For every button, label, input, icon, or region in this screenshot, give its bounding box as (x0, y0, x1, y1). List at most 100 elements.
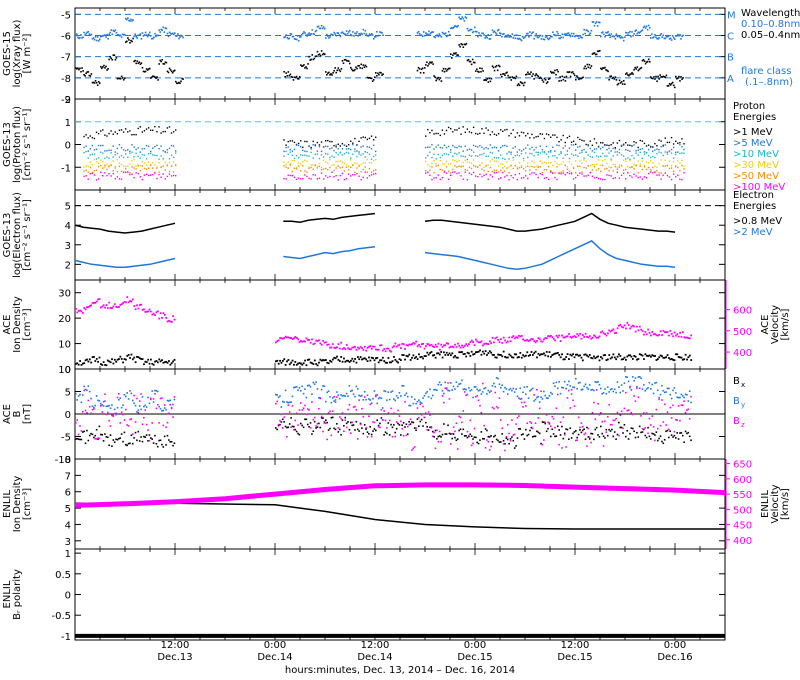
data-point (166, 434, 169, 437)
data-point (526, 422, 528, 425)
data-point (170, 407, 173, 410)
data-point (310, 178, 312, 180)
data-point (670, 165, 673, 167)
y-axis-label-right: [km/s] (780, 308, 791, 340)
data-point (454, 25, 456, 27)
data-point (314, 144, 316, 146)
data-point (332, 71, 334, 74)
data-point (550, 151, 552, 153)
data-point (175, 152, 177, 154)
data-point (293, 167, 296, 170)
data-point (384, 431, 387, 434)
data-point (108, 360, 111, 363)
data-point (550, 149, 552, 152)
data-point (622, 80, 625, 82)
data-point (345, 166, 348, 168)
data-point (469, 389, 472, 392)
data-point (388, 419, 391, 422)
data-point (456, 129, 458, 131)
data-point (502, 167, 504, 169)
data-point (318, 162, 321, 165)
data-point (313, 420, 316, 423)
data-point (616, 411, 619, 414)
x-tick-label: 0:00 (264, 640, 286, 651)
data-point (454, 165, 456, 167)
data-point (178, 37, 180, 40)
data-point (129, 41, 131, 44)
data-point (138, 400, 141, 402)
data-point (662, 75, 665, 78)
data-point (305, 34, 307, 36)
flare-class-label: B (727, 53, 734, 64)
data-point (112, 145, 114, 147)
data-point (604, 437, 606, 439)
data-point (520, 177, 523, 179)
data-point (76, 419, 78, 421)
data-point (569, 385, 572, 387)
data-point (129, 20, 131, 22)
data-point (462, 155, 464, 157)
data-point (337, 394, 340, 396)
data-point (560, 152, 562, 155)
data-point (650, 160, 652, 162)
data-point (543, 338, 545, 341)
data-point (95, 300, 98, 303)
data-point (452, 144, 454, 147)
data-point (534, 398, 537, 401)
data-point (113, 54, 116, 57)
data-point (154, 314, 156, 316)
data-point (326, 73, 328, 76)
data-point (98, 425, 101, 428)
data-point (118, 165, 121, 168)
data-point (360, 179, 362, 181)
data-point (435, 132, 437, 135)
data-point (285, 163, 287, 166)
data-point (387, 412, 390, 414)
data-point (500, 338, 502, 341)
data-point (132, 37, 134, 40)
data-point (631, 145, 633, 147)
data-point (547, 78, 550, 81)
data-point (158, 422, 160, 424)
data-point (363, 357, 366, 360)
data-point (423, 34, 426, 37)
data-point (369, 77, 372, 79)
data-point (663, 331, 666, 334)
data-point (593, 355, 595, 358)
data-point (492, 31, 495, 33)
data-point (536, 396, 538, 399)
data-point (408, 353, 411, 356)
data-point (328, 71, 330, 74)
data-point (589, 140, 591, 142)
data-point (323, 53, 326, 56)
data-point (579, 332, 581, 335)
data-point (672, 436, 674, 438)
data-point (387, 422, 390, 424)
data-point (143, 417, 145, 419)
data-point (136, 37, 139, 39)
data-point (629, 354, 631, 357)
data-point (123, 393, 126, 396)
data-point (347, 420, 349, 423)
data-point (633, 144, 635, 146)
data-point (484, 446, 487, 449)
data-point (654, 171, 656, 173)
data-point (351, 68, 353, 71)
data-point (461, 16, 464, 18)
data-point (490, 435, 492, 437)
data-point (162, 409, 165, 412)
data-point (161, 58, 164, 61)
data-point (537, 36, 540, 39)
data-point (683, 143, 685, 145)
data-point (491, 353, 494, 356)
data-point (161, 397, 163, 399)
data-point (518, 172, 521, 175)
data-point (334, 401, 337, 403)
data-point (116, 147, 119, 150)
data-point (104, 34, 106, 36)
data-point (161, 29, 164, 31)
data-point (562, 386, 565, 389)
data-point (437, 153, 439, 156)
data-point (485, 146, 487, 149)
data-point (519, 81, 522, 83)
